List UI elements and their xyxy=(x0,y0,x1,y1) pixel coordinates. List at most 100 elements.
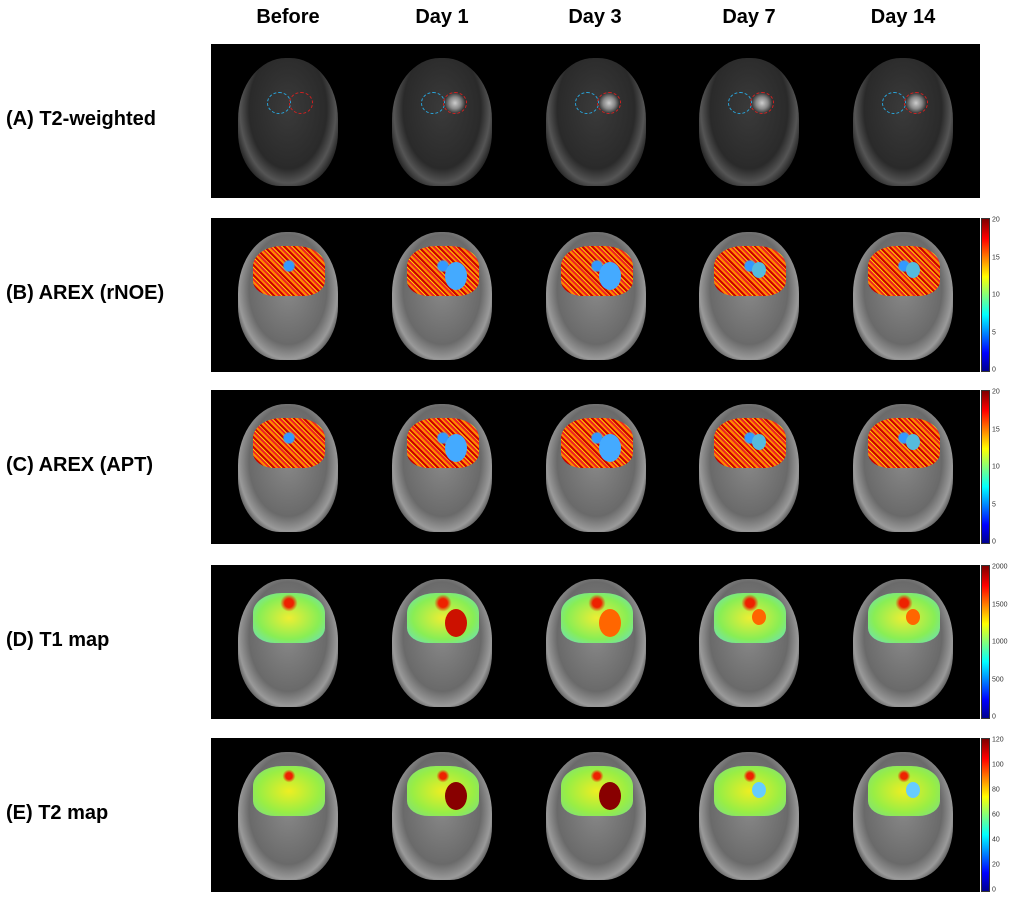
mri-slice xyxy=(365,44,519,198)
head-scan xyxy=(238,58,338,186)
colorbar-tick: 15 xyxy=(992,426,1000,433)
image-row xyxy=(211,218,980,372)
parametric-overlay xyxy=(406,246,479,296)
lesion xyxy=(906,262,921,278)
colorbar-tick: 60 xyxy=(992,811,1000,819)
image-row xyxy=(211,390,980,544)
mri-slice xyxy=(826,218,980,372)
parametric-overlay xyxy=(868,246,941,296)
lesion-roi xyxy=(442,92,467,114)
colorbar-tick: 20 xyxy=(992,861,1000,869)
contralateral-roi xyxy=(267,92,291,114)
mri-slice xyxy=(826,390,980,544)
lesion xyxy=(598,262,621,290)
mri-slice xyxy=(365,738,519,892)
parametric-overlay xyxy=(868,418,941,468)
lesion-roi xyxy=(289,92,313,114)
lesion xyxy=(598,782,621,810)
parametric-overlay xyxy=(406,766,479,816)
colorbar-tick: 40 xyxy=(992,836,1000,844)
mri-slice xyxy=(211,44,365,198)
colorbar-tick: 20 xyxy=(992,388,1000,396)
row-label: (D) T1 map xyxy=(6,629,110,651)
lesion xyxy=(906,609,921,625)
parametric-overlay xyxy=(253,246,325,296)
mri-slice xyxy=(365,390,519,544)
lesion-roi xyxy=(904,92,929,114)
mri-slice xyxy=(672,738,826,892)
mri-slice xyxy=(519,738,673,892)
row-label: (E) T2 map xyxy=(6,802,109,824)
lesion-roi xyxy=(596,92,621,114)
parametric-overlay xyxy=(714,418,787,468)
mri-slice xyxy=(519,390,673,544)
image-row xyxy=(211,44,980,198)
image-row xyxy=(211,565,980,719)
parametric-overlay xyxy=(560,766,633,816)
parametric-overlay xyxy=(868,766,941,816)
mri-slice xyxy=(365,565,519,719)
lesion xyxy=(752,609,767,625)
colorbar-tick: 80 xyxy=(992,786,1000,794)
colorbar-tick: 500 xyxy=(992,676,1004,683)
lesion xyxy=(444,782,467,810)
head-scan xyxy=(699,58,800,186)
colorbar-tick: 10 xyxy=(992,291,1000,299)
mri-slice xyxy=(672,44,826,198)
colorbar-tick: 0 xyxy=(992,366,996,374)
row-label: (C) AREX (APT) xyxy=(6,454,154,476)
parametric-overlay xyxy=(253,418,325,468)
head-scan xyxy=(391,58,492,186)
contralateral-roi xyxy=(420,92,445,114)
image-row xyxy=(211,738,980,892)
parametric-overlay xyxy=(868,593,941,643)
lesion xyxy=(444,434,467,462)
colorbar xyxy=(981,218,990,372)
colorbar-tick: 5 xyxy=(992,329,996,336)
mri-slice xyxy=(519,565,673,719)
lesion xyxy=(598,609,621,637)
mri-slice xyxy=(519,218,673,372)
mri-slice xyxy=(672,565,826,719)
mri-slice xyxy=(211,738,365,892)
colorbar-tick: 0 xyxy=(992,713,996,721)
parametric-overlay xyxy=(560,418,633,468)
mri-slice xyxy=(672,390,826,544)
colorbar-tick: 1000 xyxy=(992,638,1008,646)
mri-slice xyxy=(672,218,826,372)
mri-slice xyxy=(826,44,980,198)
parametric-overlay xyxy=(406,418,479,468)
lesion xyxy=(444,609,467,637)
colorbar xyxy=(981,738,990,892)
lesion xyxy=(906,782,921,798)
lesion xyxy=(752,434,767,450)
column-header: Day 7 xyxy=(722,6,776,28)
parametric-overlay xyxy=(714,246,787,296)
mri-slice xyxy=(826,565,980,719)
row-label: (B) AREX (rNOE) xyxy=(6,282,165,304)
lesion xyxy=(752,782,767,798)
colorbar-tick: 10 xyxy=(992,463,1000,471)
contralateral-roi xyxy=(882,92,907,114)
lesion xyxy=(598,434,621,462)
colorbar-tick: 2000 xyxy=(992,563,1008,571)
lesion xyxy=(444,262,467,290)
colorbar-tick: 1500 xyxy=(992,601,1008,608)
mri-slice xyxy=(211,565,365,719)
mri-slice xyxy=(826,738,980,892)
mri-slice xyxy=(365,218,519,372)
parametric-overlay xyxy=(560,246,633,296)
colorbar-tick: 0 xyxy=(992,538,996,546)
head-scan xyxy=(545,58,646,186)
colorbar-tick: 120 xyxy=(992,736,1004,744)
parametric-overlay xyxy=(714,593,787,643)
colorbar-tick: 20 xyxy=(992,216,1000,224)
colorbar xyxy=(981,565,990,719)
contralateral-roi xyxy=(574,92,599,114)
head-scan xyxy=(853,58,954,186)
lesion xyxy=(906,434,921,450)
colorbar-tick: 5 xyxy=(992,501,996,508)
column-header: Day 14 xyxy=(870,6,936,28)
column-header: Before xyxy=(256,6,320,28)
colorbar xyxy=(981,390,990,544)
